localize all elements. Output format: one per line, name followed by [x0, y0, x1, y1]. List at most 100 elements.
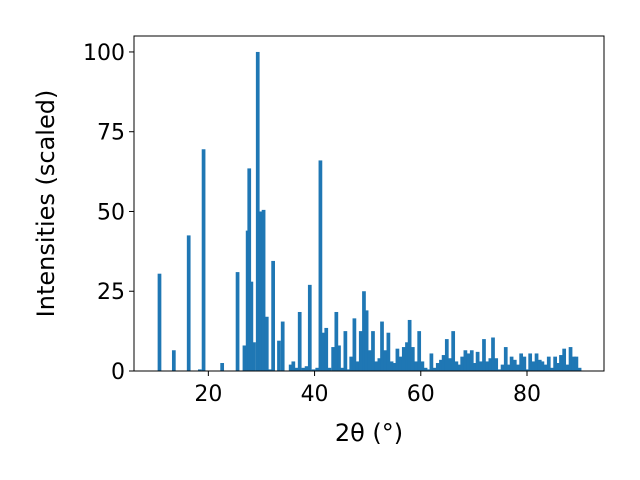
bar	[509, 356, 514, 371]
bar	[485, 361, 490, 371]
bar	[255, 51, 260, 371]
bar	[235, 272, 240, 371]
bar	[398, 356, 403, 371]
bar	[469, 350, 474, 371]
bar	[531, 361, 536, 371]
bar	[417, 331, 422, 371]
bar	[429, 353, 434, 371]
bar	[482, 339, 486, 371]
bar	[355, 361, 360, 371]
bar	[301, 367, 306, 371]
bar	[242, 345, 247, 371]
bar	[252, 342, 256, 371]
bar	[562, 348, 567, 371]
x-axis-ticks: 20 40 60 80	[194, 371, 541, 407]
bar	[220, 363, 225, 371]
bar	[577, 367, 582, 371]
bar	[571, 356, 576, 371]
bar	[420, 361, 425, 371]
bar	[261, 209, 266, 371]
bar	[568, 347, 573, 371]
bar	[197, 369, 202, 371]
bar	[537, 359, 542, 371]
bar	[506, 364, 511, 371]
bar	[318, 160, 323, 371]
bar	[349, 356, 354, 371]
bar	[457, 364, 461, 371]
bar	[500, 364, 505, 371]
bar	[439, 359, 443, 371]
bar	[407, 319, 412, 371]
bar	[380, 321, 384, 371]
bar	[334, 311, 339, 371]
bar	[280, 321, 285, 371]
x-axis-label: 2θ (°)	[335, 419, 403, 447]
bar	[491, 337, 495, 371]
bar	[451, 331, 456, 371]
bar	[516, 364, 520, 371]
bar	[337, 345, 341, 371]
bar	[157, 273, 162, 371]
bar	[503, 347, 508, 371]
bar	[386, 332, 391, 371]
bar	[383, 350, 388, 371]
bar	[294, 367, 299, 371]
bar	[307, 284, 312, 371]
bar	[519, 353, 524, 371]
bar	[311, 369, 316, 371]
bar	[271, 260, 275, 371]
bar	[315, 367, 320, 371]
bar	[352, 318, 357, 371]
x-tick-label: 60	[407, 382, 435, 407]
bar	[297, 311, 302, 371]
bar	[478, 361, 483, 371]
bar	[559, 355, 563, 371]
bar	[321, 332, 325, 371]
bar	[201, 149, 206, 371]
x-tick-label: 20	[194, 382, 222, 407]
bar	[460, 356, 465, 371]
bar	[444, 339, 449, 371]
bar	[258, 211, 263, 371]
bar	[264, 316, 269, 371]
bar	[249, 281, 254, 371]
bar	[346, 369, 350, 371]
bar	[553, 356, 557, 371]
y-axis-ticks: 0 25 50 75 100	[83, 41, 134, 385]
x-tick-label: 40	[301, 382, 329, 407]
y-tick-label: 0	[111, 360, 125, 385]
bar	[186, 235, 191, 371]
bar	[432, 367, 437, 371]
bar-series	[157, 51, 582, 371]
bar	[367, 350, 372, 371]
plot-area-frame	[133, 35, 605, 372]
bar	[304, 366, 309, 371]
bar	[401, 347, 406, 371]
bar	[540, 361, 545, 371]
bar	[171, 350, 176, 371]
bar	[414, 361, 418, 371]
bar	[377, 358, 382, 371]
bar	[574, 356, 579, 371]
bar	[454, 361, 459, 371]
bar	[497, 369, 502, 371]
bar	[362, 291, 366, 371]
bar	[534, 353, 539, 371]
bar	[565, 364, 570, 371]
bar	[389, 361, 394, 371]
bar	[550, 367, 554, 371]
bar	[247, 168, 252, 371]
bar	[268, 369, 272, 371]
bar	[371, 331, 375, 371]
y-tick-label: 50	[97, 200, 125, 225]
bar	[277, 340, 281, 371]
bar	[546, 356, 551, 371]
bar	[466, 353, 471, 371]
bar	[473, 363, 477, 371]
bar	[494, 358, 499, 371]
bar	[463, 350, 468, 371]
bar	[340, 367, 345, 371]
bar	[475, 351, 480, 371]
bar	[426, 369, 431, 371]
